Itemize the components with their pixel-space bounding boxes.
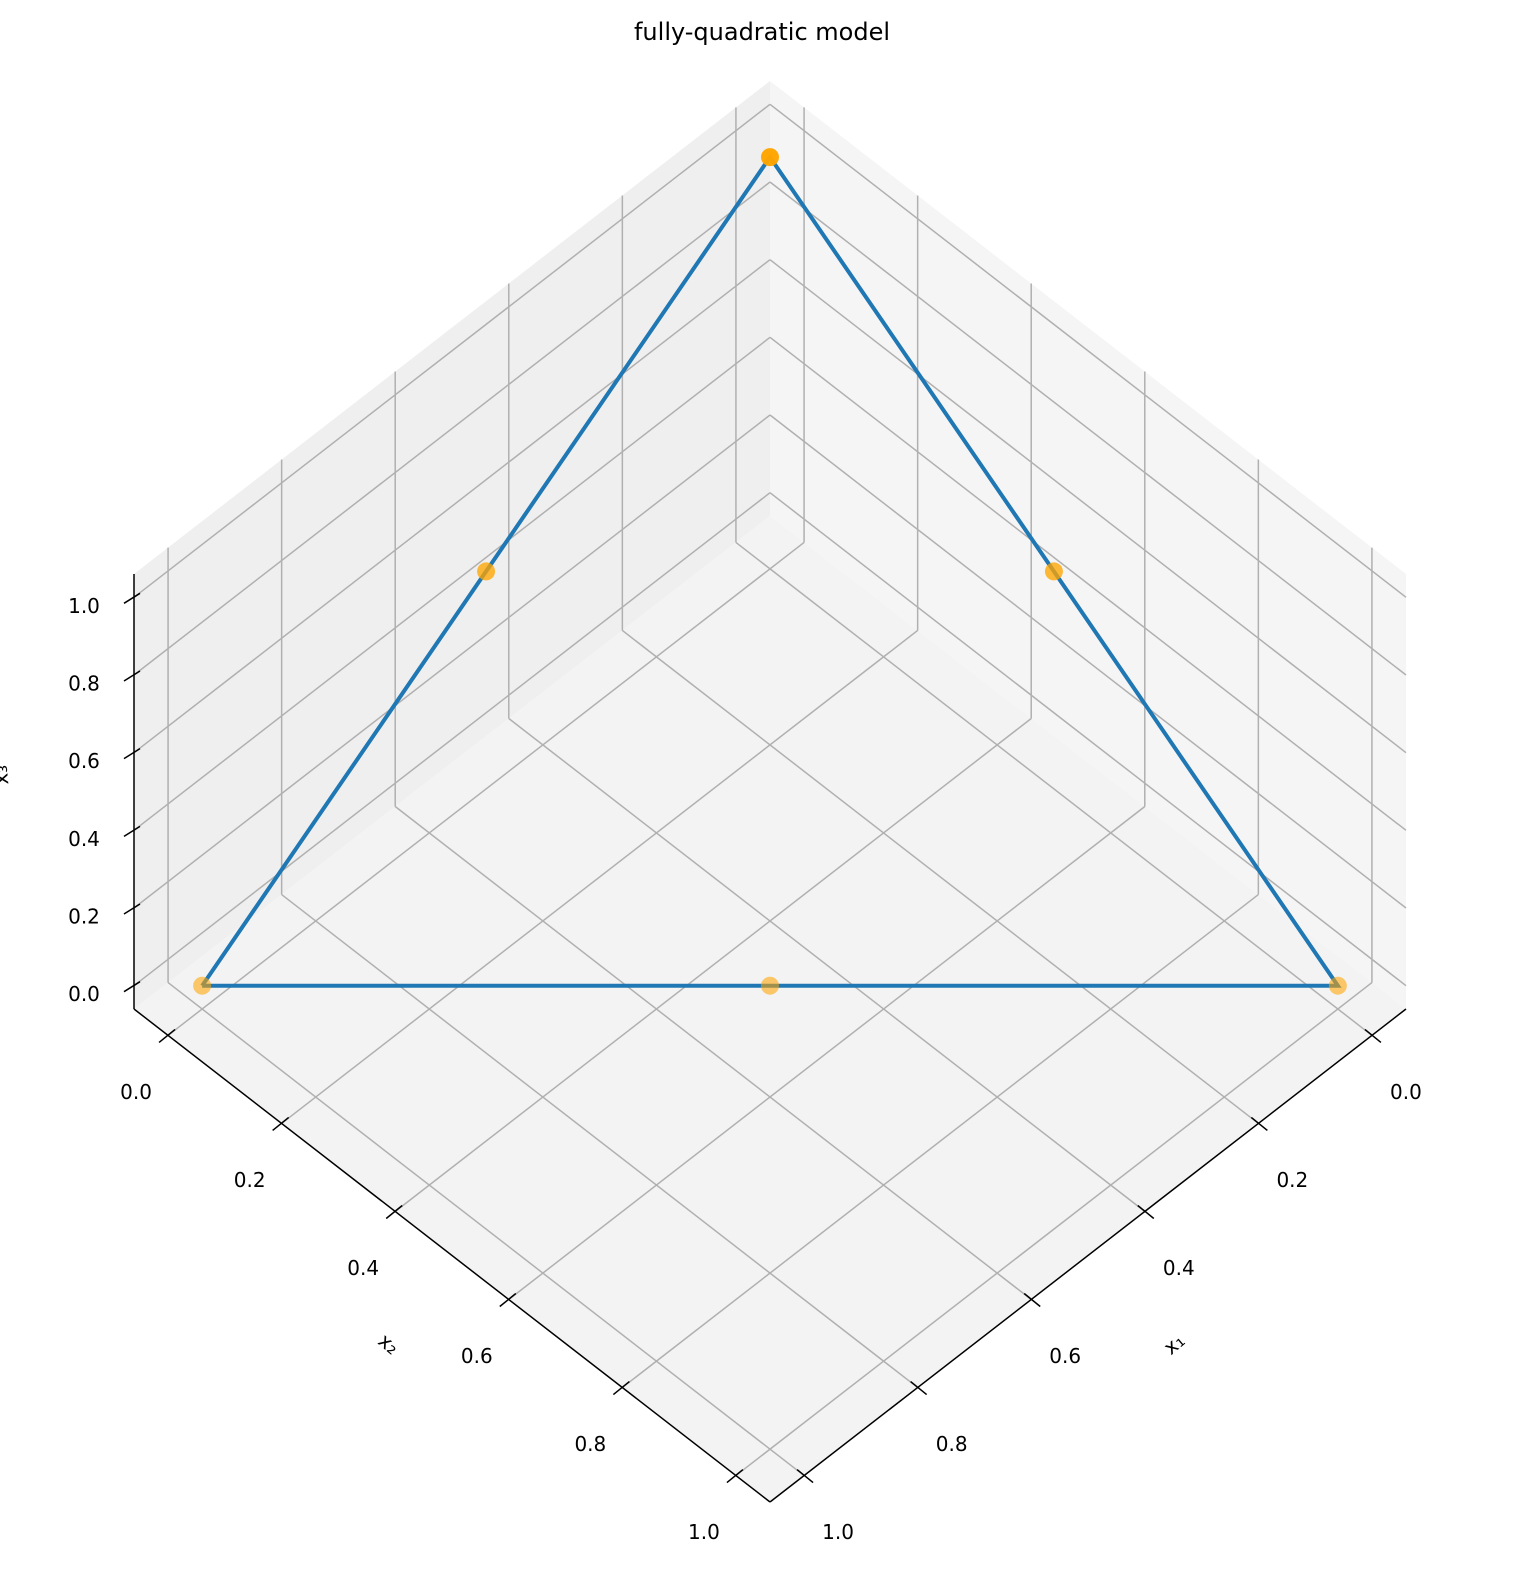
point <box>1328 976 1347 995</box>
z-tick-label: 0.6 <box>68 749 100 773</box>
grid-line <box>133 336 771 831</box>
grid-line <box>133 181 771 676</box>
grid-line <box>769 103 1407 598</box>
grid-line <box>281 893 919 1389</box>
z-tick-label: 1.0 <box>68 594 100 618</box>
point <box>761 976 779 995</box>
point <box>477 562 496 581</box>
x-tick-label: 0.0 <box>1390 1080 1422 1104</box>
tick-mark <box>612 1380 630 1396</box>
grid-line <box>769 414 1407 909</box>
x-tick-label: 0.2 <box>1276 1168 1308 1192</box>
grid-line <box>769 336 1407 831</box>
tick-mark <box>123 592 141 604</box>
x-tick-label: 0.4 <box>1163 1256 1195 1280</box>
x-axis-label: x₁ <box>1159 1328 1190 1359</box>
z-tick-label: 0.4 <box>68 827 100 851</box>
point <box>1044 562 1063 581</box>
grid-line <box>508 805 1146 1301</box>
y-axis-label: x₂ <box>374 1328 405 1359</box>
grid-line <box>735 541 1373 1037</box>
point <box>761 148 779 167</box>
x-tick-label: 0.8 <box>936 1432 968 1456</box>
grid-line <box>167 541 805 1037</box>
grid-line <box>394 717 1032 1213</box>
grid-line <box>133 103 771 598</box>
z-tick-label: 0.2 <box>68 905 100 929</box>
y-tick-label: 0.6 <box>461 1344 493 1368</box>
grid-line <box>133 414 771 909</box>
y-tick-label: 0.4 <box>347 1256 379 1280</box>
grid-line <box>281 629 919 1125</box>
grid-line <box>769 259 1407 754</box>
tick-mark <box>123 903 141 915</box>
grid-line <box>394 805 1032 1301</box>
grid-line <box>508 717 1146 1213</box>
tick-mark <box>272 1116 290 1132</box>
y-tick-label: 1.0 <box>688 1520 720 1544</box>
grid-line <box>769 181 1407 676</box>
tick-mark <box>726 1469 744 1484</box>
tick-mark <box>1023 1292 1041 1308</box>
tick-mark <box>1364 1028 1382 1043</box>
tick-mark <box>385 1204 403 1220</box>
grid-line <box>769 492 1407 987</box>
tick-mark <box>796 1469 814 1484</box>
tick-mark <box>1250 1116 1268 1132</box>
x-tick-label: 1.0 <box>822 1520 854 1544</box>
grid-line <box>735 981 1373 1477</box>
tick-mark <box>158 1028 176 1043</box>
z-tick-label: 0.0 <box>68 982 100 1006</box>
tick-mark <box>123 748 141 760</box>
chart-title: fully-quadratic model <box>634 18 890 46</box>
y-tick-label: 0.8 <box>574 1432 606 1456</box>
grid-line <box>621 629 1259 1125</box>
grid-line <box>621 893 1259 1389</box>
pane-right <box>770 81 1406 1009</box>
y-tick-label: 0.2 <box>234 1168 266 1192</box>
grid-line <box>133 259 771 754</box>
axis-line <box>133 1008 771 1503</box>
z-tick-label: 0.8 <box>68 671 100 695</box>
tick-mark <box>123 670 141 682</box>
x-tick-label: 0.6 <box>1049 1344 1081 1368</box>
grid-line <box>167 981 805 1477</box>
tick-mark <box>910 1380 928 1396</box>
tick-mark <box>499 1292 517 1308</box>
point <box>193 976 212 995</box>
grid-line <box>133 492 771 987</box>
y-tick-label: 0.0 <box>120 1080 152 1104</box>
tick-mark <box>123 981 141 993</box>
tick-mark <box>123 825 141 837</box>
pane-left <box>134 81 770 1009</box>
axis-line <box>769 1008 1407 1503</box>
z-axis-label: x₃ <box>0 764 13 786</box>
tick-mark <box>1137 1204 1155 1220</box>
